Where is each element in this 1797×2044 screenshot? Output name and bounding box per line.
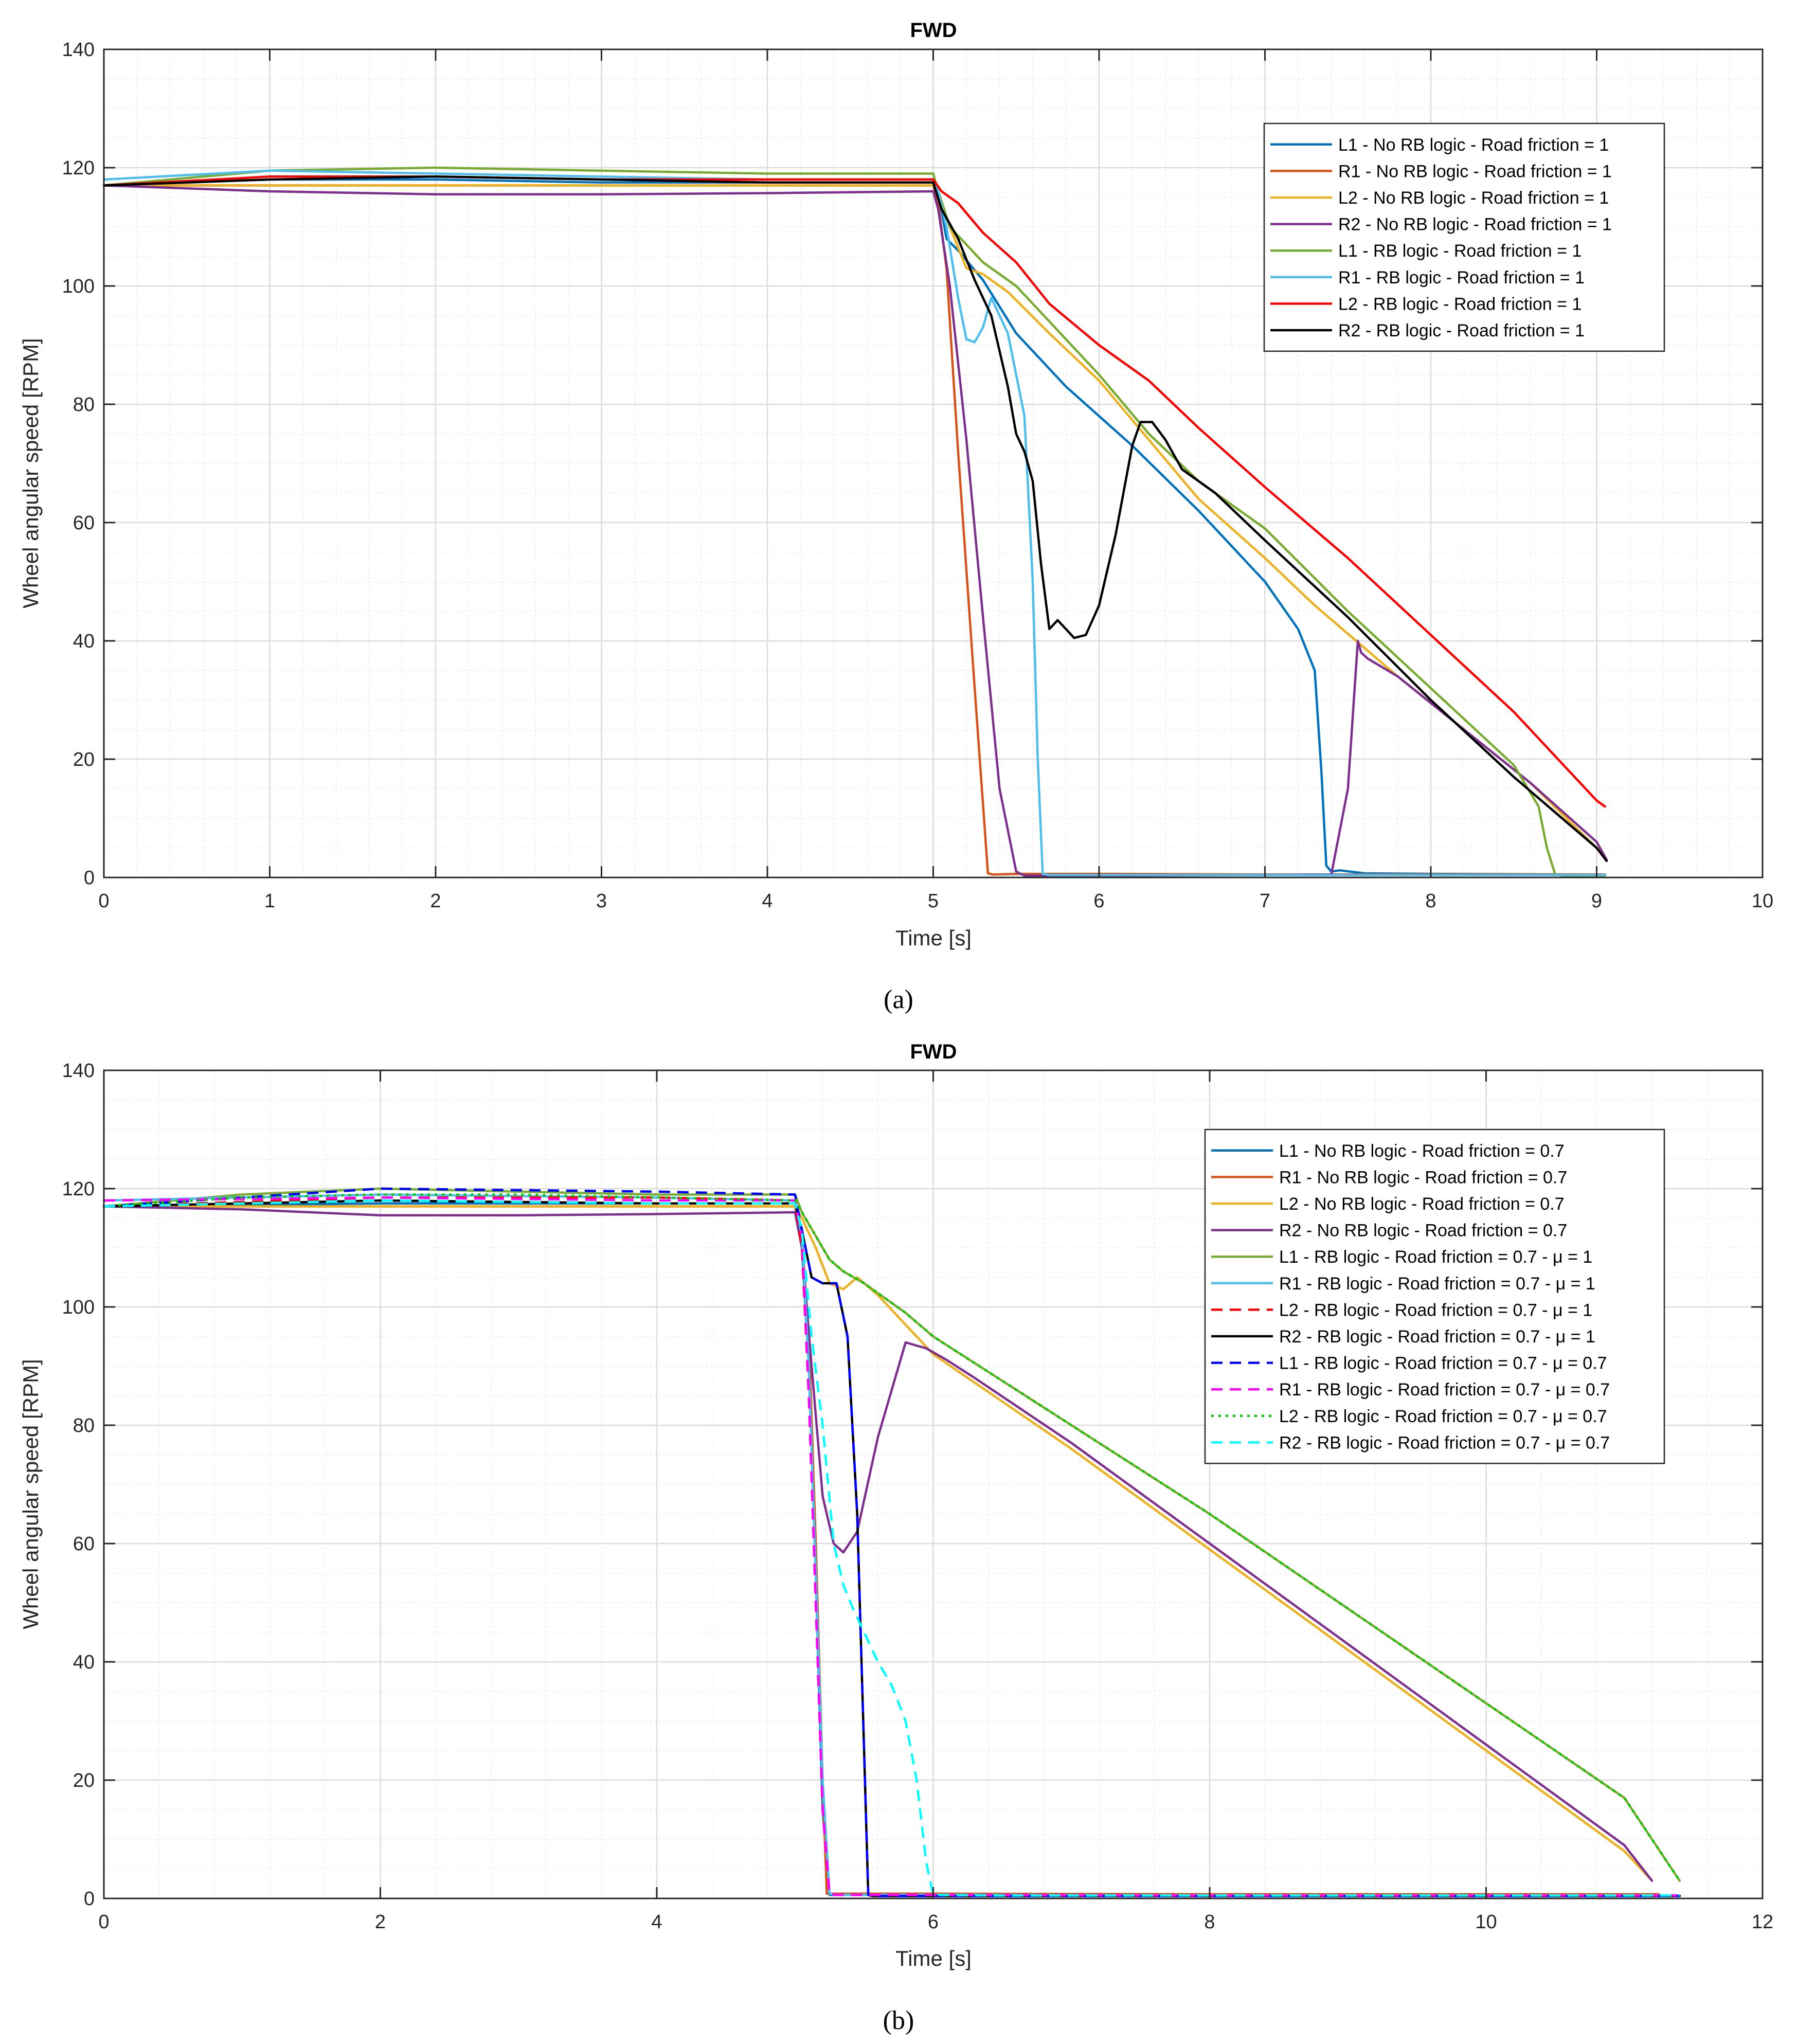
chart-b-series-3 — [102, 1205, 1654, 1882]
chart-a-series-4 — [102, 184, 1608, 877]
chart-b-ytick-label: 60 — [73, 1533, 95, 1555]
chart-b-xtick-label: 6 — [928, 1911, 939, 1933]
chart-b-legend-label-3: L2 - No RB logic - Road friction = 0.7 — [1279, 1194, 1565, 1214]
chart-a-xtick-label: 6 — [1093, 890, 1104, 912]
chart-b-xtick-label: 4 — [651, 1911, 662, 1933]
chart-b-series-11 — [103, 1193, 1681, 1881]
chart-a-legend-label-5: L1 - RB logic - Road friction = 1 — [1338, 241, 1582, 261]
chart-a-ytick-label: 120 — [62, 157, 95, 179]
chart-b-legend-label-4: R2 - No RB logic - Road friction = 0.7 — [1279, 1221, 1567, 1241]
chart-b-legend: L1 - No RB logic - Road friction = 0.7 R1… — [1204, 1128, 1665, 1464]
chart-a-legend: L1 - No RB logic - Road friction = 1 R1 -… — [1263, 122, 1665, 352]
chart-b-legend-label-11: L2 - RB logic - Road friction = 0.7 - μ … — [1279, 1407, 1607, 1426]
chart-a-legend-label-4: R2 - No RB logic - Road friction = 1 — [1338, 215, 1612, 235]
chart-b-ytick-label: 140 — [62, 1060, 95, 1082]
chart-a-ytick-label: 20 — [73, 749, 95, 770]
chart-a-series-5 — [102, 166, 1606, 877]
chart-a-xtick-label: 7 — [1260, 890, 1270, 912]
chart-a-ytick-label: 0 — [84, 867, 95, 889]
chart-a-ylabel: Wheel angular speed [RPM] — [19, 338, 43, 608]
chart-a-xtick-label: 8 — [1425, 890, 1436, 912]
caption-b: (b) — [883, 2006, 914, 2035]
chart-a-series-group — [102, 166, 1608, 877]
chart-b-legend-label-1: L1 - No RB logic - Road friction = 0.7 — [1279, 1141, 1565, 1161]
chart-b-legend-label-7: L2 - RB logic - Road friction = 0.7 - μ … — [1279, 1300, 1592, 1320]
chart-b-series-group — [102, 1187, 1681, 1897]
chart-a-xtick-label: 2 — [430, 890, 441, 912]
chart-b-ticks — [103, 1069, 1764, 1899]
chart-a-ytick-label: 40 — [73, 631, 95, 652]
chart-a-legend-box — [1263, 122, 1665, 352]
chart-a-xlabel: Time [s] — [895, 926, 972, 950]
chart-b-xtick-label: 10 — [1475, 1911, 1497, 1933]
chart-a-xtick-label: 4 — [762, 890, 772, 912]
chart-a: FWD Time [s] Wheel angular speed [RPM] 0… — [19, 19, 1773, 950]
chart-b-title: FWD — [910, 1041, 957, 1063]
chart-b-ytick-label: 40 — [73, 1652, 95, 1673]
chart-b-series-10 — [103, 1196, 1680, 1897]
chart-a-legend-label-6: R1 - RB logic - Road friction = 1 — [1338, 268, 1585, 288]
chart-a-legend-label-1: L1 - No RB logic - Road friction = 1 — [1338, 135, 1609, 155]
chart-b-legend-box — [1204, 1128, 1665, 1464]
chart-b-legend-label-9: L1 - RB logic - Road friction = 0.7 - μ … — [1279, 1354, 1607, 1373]
chart-a-ytick-label: 100 — [62, 276, 95, 297]
chart-b-legend-label-12: R2 - RB logic - Road friction = 0.7 - μ … — [1279, 1433, 1610, 1453]
chart-a-xtick-label: 0 — [98, 890, 109, 912]
caption-a: (a) — [884, 985, 913, 1014]
chart-a-series-8 — [102, 175, 1608, 863]
chart-a-legend-label-7: L2 - RB logic - Road friction = 1 — [1338, 294, 1582, 314]
chart-a-xtick-label: 10 — [1752, 890, 1773, 912]
chart-b-legend-label-6: R1 - RB logic - Road friction = 0.7 - μ … — [1279, 1274, 1595, 1294]
chart-b-xtick-label: 12 — [1752, 1911, 1773, 1933]
chart-a-xtick-label: 9 — [1591, 890, 1602, 912]
chart-a-legend-label-2: R1 - No RB logic - Road friction = 1 — [1338, 162, 1612, 181]
chart-b-legend-label-8: R2 - RB logic - Road friction = 0.7 - μ … — [1279, 1327, 1595, 1347]
chart-b-xtick-label: 0 — [98, 1911, 109, 1933]
chart-b-ytick-label: 0 — [84, 1888, 95, 1910]
chart-b-series-12 — [103, 1199, 1680, 1897]
chart-a-xtick-label: 1 — [264, 890, 275, 912]
chart-b-ytick-label: 100 — [62, 1297, 95, 1318]
chart-b-ytick-label: 20 — [73, 1770, 95, 1791]
chart-a-ytick-label: 80 — [73, 394, 95, 416]
chart-b-legend-label-10: R1 - RB logic - Road friction = 0.7 - μ … — [1279, 1380, 1610, 1400]
chart-a-xtick-label: 3 — [596, 890, 607, 912]
chart-b-ylabel: Wheel angular speed [RPM] — [19, 1359, 43, 1629]
chart-a-legend-label-3: L2 - No RB logic - Road friction = 1 — [1338, 188, 1609, 208]
chart-b-ytick-label: 120 — [62, 1178, 95, 1200]
chart-a-title: FWD — [910, 19, 957, 42]
chart-b-legend-label-2: R1 - No RB logic - Road friction = 0.7 — [1279, 1168, 1567, 1187]
chart-b-ytick-label: 80 — [73, 1415, 95, 1437]
chart-a-xtick-label: 5 — [928, 890, 939, 912]
chart-a-ytick-label: 60 — [73, 512, 95, 534]
chart-b-legend-label-5: L1 - RB logic - Road friction = 0.7 - μ … — [1279, 1247, 1592, 1267]
chart-a-ytick-label: 140 — [62, 39, 95, 61]
chart-a-legend-label-8: R2 - RB logic - Road friction = 1 — [1338, 321, 1585, 340]
chart-b-xlabel: Time [s] — [895, 1946, 972, 1970]
chart-a-ticks — [103, 48, 1764, 878]
chart-b-xtick-label: 2 — [375, 1911, 386, 1933]
chart-b-xtick-label: 8 — [1204, 1911, 1215, 1933]
chart-b: FWD Time [s] Wheel angular speed [RPM] 0… — [19, 1041, 1773, 1970]
